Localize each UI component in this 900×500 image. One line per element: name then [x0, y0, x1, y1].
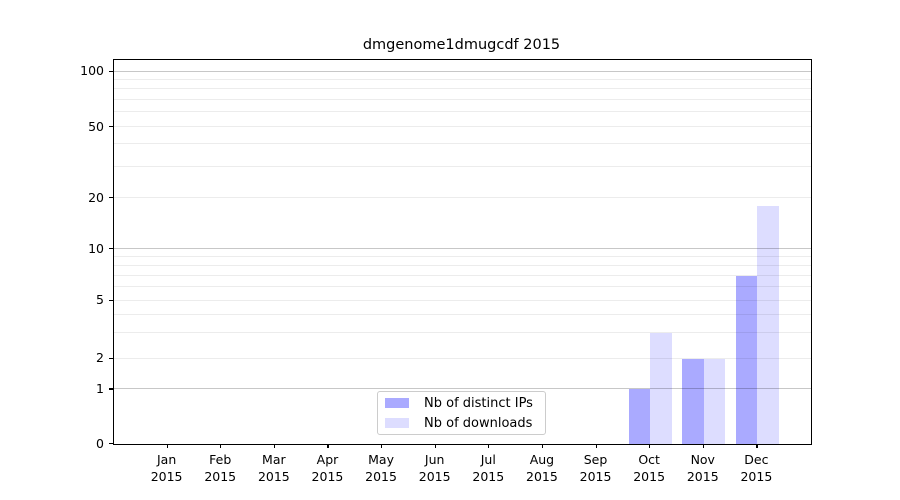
- x-tick-jan: [166, 444, 168, 448]
- x-tick-label-oct: Oct 2015: [633, 452, 666, 484]
- y-tick-label-50: 50: [88, 118, 104, 134]
- legend-swatch-distinct-ips-icon: [385, 398, 409, 408]
- x-tick-label-feb: Feb 2015: [204, 452, 237, 484]
- legend-item-downloads: Nb of downloads: [385, 415, 545, 431]
- legend-item-distinct-ips: Nb of distinct IPs: [385, 395, 545, 411]
- x-tick-label-sep: Sep 2015: [579, 452, 612, 484]
- y-tick-label-5: 5: [96, 292, 104, 308]
- x-tick-label-jun: Jun 2015: [418, 452, 451, 484]
- x-tick-oct: [649, 444, 651, 448]
- bar-distinct-ips-nov: [682, 358, 704, 444]
- x-tick-label-mar: Mar 2015: [257, 452, 290, 484]
- x-tick-label-jul: Jul 2015: [472, 452, 505, 484]
- y-tick-50: [109, 126, 113, 128]
- x-tick-label-apr: Apr 2015: [311, 452, 344, 484]
- bar-distinct-ips-oct: [628, 389, 651, 444]
- legend: Nb of distinct IPs Nb of downloads: [377, 391, 546, 435]
- y-tick-100: [109, 70, 113, 72]
- y-gridline-minor-8: [114, 264, 811, 266]
- x-tick-label-jan: Jan 2015: [150, 452, 183, 484]
- x-tick-dec: [756, 444, 758, 448]
- x-tick-label-may: May 2015: [365, 452, 397, 484]
- y-tick-0: [109, 443, 113, 445]
- y-gridline-minor-2: [114, 357, 811, 359]
- x-tick-aug: [541, 444, 544, 448]
- x-tick-apr: [327, 444, 329, 448]
- y-tick-1: [109, 388, 113, 390]
- bar-downloads-oct: [650, 333, 672, 444]
- bar-downloads-dec: [757, 205, 779, 444]
- bar-distinct-ips-dec: [735, 275, 758, 444]
- y-gridline-minor-7: [114, 274, 811, 276]
- x-tick-mar: [273, 444, 276, 448]
- y-tick-label-100: 100: [80, 63, 104, 79]
- y-tick-label-2: 2: [96, 350, 104, 366]
- x-tick-jun: [434, 444, 436, 448]
- legend-label-downloads: Nb of downloads: [424, 415, 533, 431]
- x-tick-jul: [488, 444, 490, 448]
- y-tick-label-20: 20: [88, 189, 104, 205]
- legend-swatch-downloads-icon: [385, 418, 409, 428]
- y-tick-2: [109, 357, 113, 360]
- chart-title: dmgenome1dmugcdf 2015: [362, 37, 561, 53]
- y-gridline-minor-20: [114, 197, 811, 199]
- x-tick-nov: [702, 444, 704, 448]
- x-tick-label-nov: Nov 2015: [686, 452, 719, 484]
- y-tick-label-10: 10: [88, 240, 104, 256]
- x-tick-label-aug: Aug 2015: [526, 452, 558, 484]
- y-gridline-minor-9: [114, 255, 811, 257]
- y-gridline-minor-4: [114, 314, 811, 316]
- x-tick-sep: [595, 444, 597, 448]
- y-gridline-minor-6: [114, 286, 811, 288]
- y-gridline-minor-50: [114, 126, 811, 128]
- x-tick-feb: [220, 444, 222, 448]
- y-gridline-major-10: [114, 248, 811, 250]
- y-tick-label-1: 1: [96, 380, 104, 396]
- y-gridline-major-100: [114, 70, 811, 72]
- y-gridline-minor-60: [114, 111, 811, 113]
- legend-label-distinct-ips: Nb of distinct IPs: [424, 395, 533, 411]
- y-gridline-minor-5: [114, 300, 811, 301]
- x-tick-label-dec: Dec 2015: [740, 452, 773, 484]
- y-gridline-minor-30: [114, 165, 811, 167]
- y-gridline-minor-3: [114, 332, 811, 334]
- plot-area: [113, 59, 812, 445]
- y-tick-10: [109, 248, 113, 250]
- y-gridline-minor-90: [114, 78, 811, 80]
- bar-downloads-nov: [703, 358, 726, 444]
- y-gridline-major-1: [114, 388, 811, 390]
- y-gridline-minor-80: [114, 88, 811, 90]
- y-tick-5: [109, 299, 113, 302]
- x-tick-may: [381, 444, 383, 448]
- y-tick-20: [109, 197, 113, 199]
- y-gridline-minor-70: [114, 99, 811, 101]
- y-tick-label-0: 0: [96, 435, 104, 451]
- y-gridline-minor-40: [114, 143, 811, 145]
